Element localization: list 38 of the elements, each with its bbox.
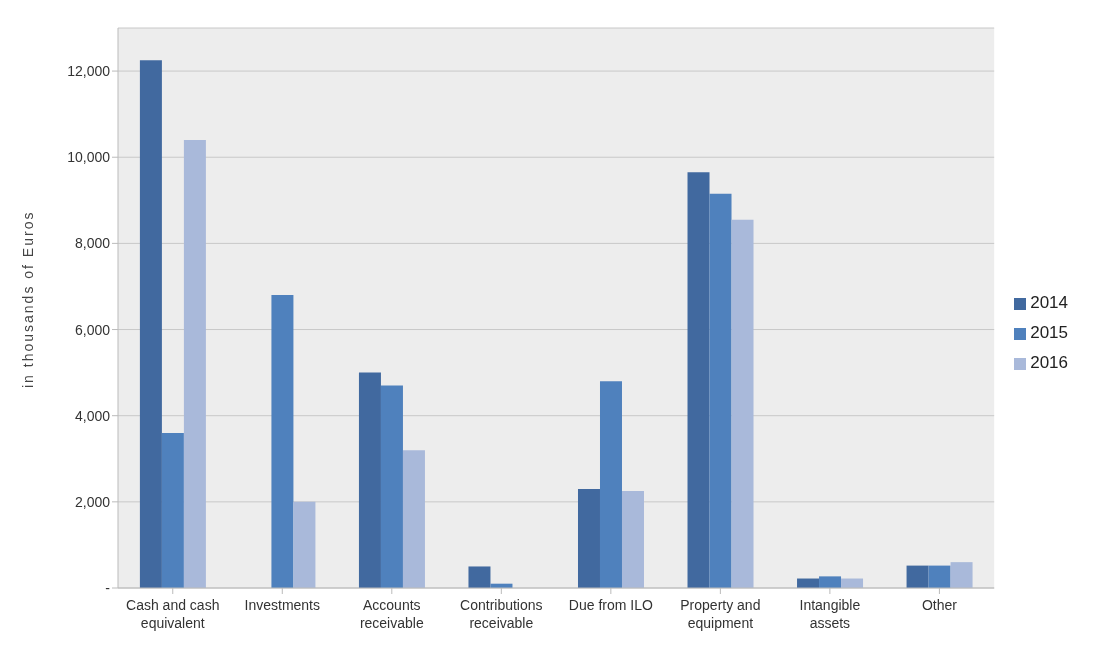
y-axis-title: in thousands of Euros bbox=[19, 210, 36, 388]
bar bbox=[621, 491, 644, 588]
x-tick-label: Contributions receivable bbox=[460, 597, 543, 631]
bar bbox=[139, 60, 162, 588]
x-tick-label: Accounts receivable bbox=[359, 597, 424, 631]
y-tick-label: 10,000 bbox=[67, 149, 111, 166]
bar bbox=[950, 562, 973, 588]
bar bbox=[402, 450, 425, 588]
bar bbox=[687, 172, 710, 588]
bar bbox=[599, 381, 622, 588]
bar bbox=[819, 576, 842, 588]
bar bbox=[906, 565, 929, 588]
y-tick-label: 4,000 bbox=[74, 407, 111, 424]
y-tick-label: - bbox=[105, 579, 111, 596]
bar bbox=[731, 219, 754, 588]
x-tick-label: Cash and cash equivalent bbox=[126, 597, 220, 631]
y-tick-label: 8,000 bbox=[74, 235, 111, 252]
bar bbox=[293, 501, 316, 588]
bar bbox=[577, 488, 600, 588]
bar bbox=[468, 566, 491, 588]
bar bbox=[161, 432, 184, 588]
bar bbox=[271, 295, 294, 588]
legend-label: 2015 bbox=[1030, 323, 1068, 342]
x-tick-label: Other bbox=[921, 597, 958, 613]
bar bbox=[183, 140, 206, 588]
y-tick-label: 12,000 bbox=[67, 63, 111, 80]
bar bbox=[709, 193, 732, 588]
bar bbox=[358, 372, 381, 588]
bar bbox=[928, 565, 951, 588]
bar bbox=[380, 385, 403, 588]
x-tick-label: Intangible assets bbox=[799, 597, 861, 631]
legend-label: 2016 bbox=[1030, 353, 1068, 372]
x-tick-label: Investments bbox=[244, 597, 321, 613]
y-tick-label: 6,000 bbox=[74, 321, 111, 338]
x-tick-label: Due from ILO bbox=[568, 597, 653, 613]
legend-label: 2014 bbox=[1030, 293, 1068, 312]
x-tick-label: Property and equipment bbox=[680, 597, 761, 631]
y-tick-label: 2,000 bbox=[74, 493, 111, 510]
